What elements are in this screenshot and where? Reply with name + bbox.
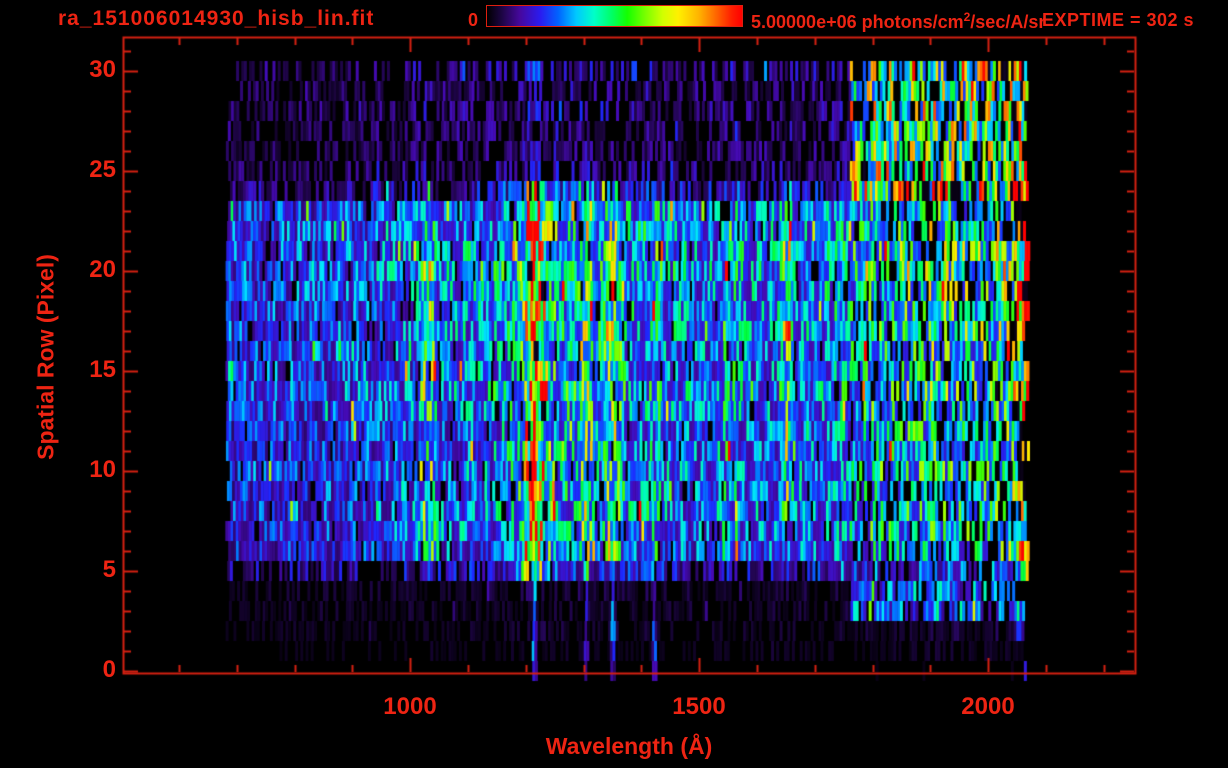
x-axis-label: Wavelength (Å) — [545, 733, 713, 759]
y-axis-label: Spatial Row (Pixel) — [32, 254, 59, 460]
x-tick-label: 1500 — [672, 693, 726, 720]
x-tick-label: 1000 — [383, 693, 437, 720]
colorbar-gradient — [486, 5, 743, 27]
y-tick-label: 15 — [89, 356, 116, 383]
colorbar-units-suffix: /sec/A/sr — [970, 12, 1046, 32]
y-tick-label: 30 — [89, 56, 116, 83]
y-tick-label: 5 — [102, 556, 116, 583]
colorbar-max-label: 5.00000e+06 photons/cm2/sec/A/sr — [751, 10, 1045, 33]
y-tick-label: 25 — [89, 156, 116, 183]
colorbar-units-superscript: 2 — [963, 10, 971, 24]
colorbar-min-label: 0 — [467, 10, 478, 30]
figure-title: ra_151006014930_hisb_lin.fit — [58, 7, 375, 30]
exptime-label: EXPTIME = 302 s — [1042, 10, 1195, 30]
y-tick-label: 20 — [89, 256, 116, 283]
colorbar-units-prefix: photons/cm — [856, 12, 964, 32]
x-tick-label: 2000 — [961, 693, 1015, 720]
y-tick-label: 10 — [89, 456, 116, 483]
colorbar-max-value: 5.00000e+06 — [751, 12, 857, 32]
y-tick-label: 0 — [102, 656, 116, 683]
